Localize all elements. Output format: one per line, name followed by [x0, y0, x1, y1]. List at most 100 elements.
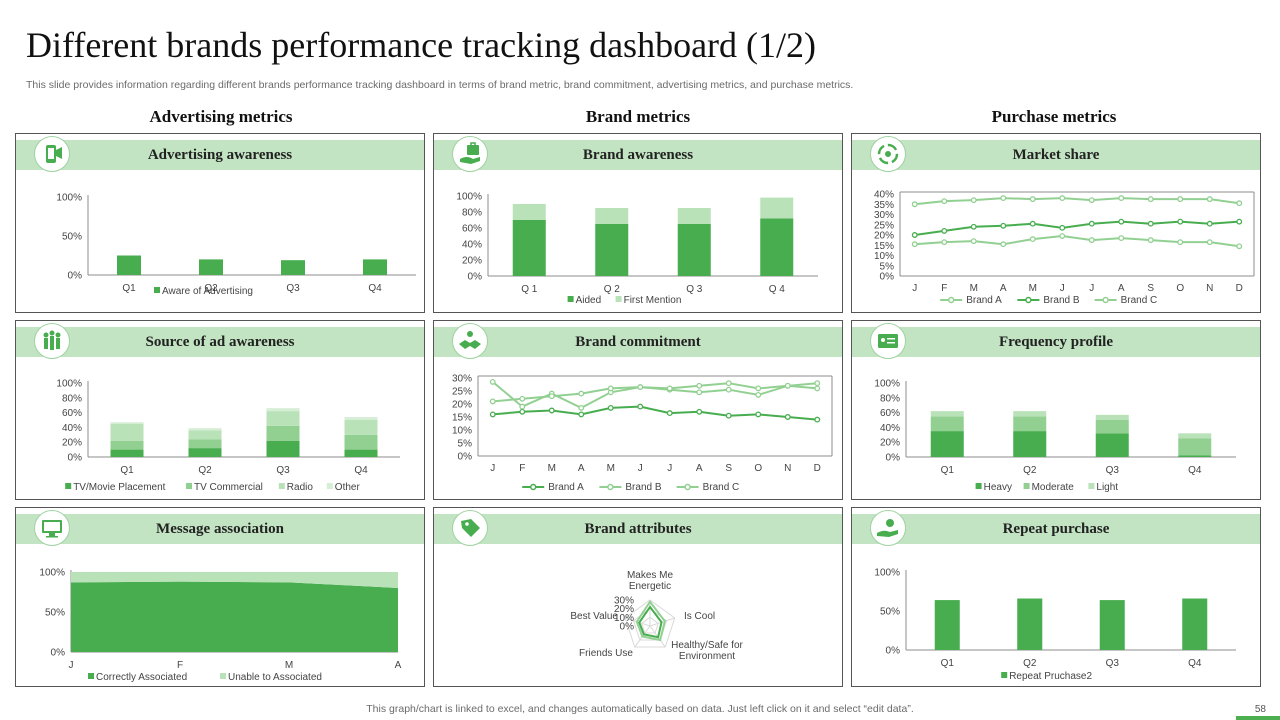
radar-axis-label: Makes Me Energetic — [627, 570, 674, 592]
legend-swatch — [1001, 672, 1008, 678]
bar-tv-movie-placement — [188, 448, 222, 457]
y-tick-label: 10% — [452, 426, 472, 437]
data-point — [1147, 237, 1154, 244]
bar-moderate — [1095, 420, 1129, 434]
price-tag-icon — [452, 510, 488, 546]
handshake-icon — [452, 323, 488, 359]
data-point — [814, 416, 821, 423]
data-point — [1118, 218, 1125, 225]
data-point — [911, 232, 918, 238]
bar-other — [110, 422, 144, 424]
x-tick-label: M — [285, 660, 293, 671]
bar-aided — [595, 224, 629, 276]
data-point — [519, 408, 526, 415]
bar-moderate — [930, 416, 964, 432]
y-tick-label: 20% — [880, 438, 900, 449]
chart-repeat-purchase[interactable]: 0% 50% 100% Q1 Q2 Q3 Q4 Repeat Pruchase2 — [852, 548, 1260, 686]
y-tick-label: 0% — [51, 648, 66, 659]
x-tick-label: A — [578, 463, 585, 474]
x-tick-label: J — [667, 463, 672, 474]
chart-brand-awareness[interactable]: 0% 20% 40% 60% 80% 100% Q 1 Q 2 Q 3 Q 4 Aided First… — [434, 174, 842, 312]
page-number: 58 — [1254, 704, 1266, 715]
chart-advertising-awareness[interactable]: 0% 50% 100% Q1 Q2 Q3 Q4 Aware of Advertising — [16, 174, 424, 312]
chart-source-of-ad-awareness[interactable]: 0% 20% 40% 60% 80% 100% Q1 Q2 Q3 Q4 TV/Movie Place… — [16, 361, 424, 499]
bar-aware-of-advertising — [363, 259, 387, 275]
x-tick-label: Q4 — [1188, 658, 1202, 669]
bar-aware-of-advertising — [199, 259, 223, 275]
x-tick-label: Q 3 — [686, 284, 703, 295]
y-tick-label: 0% — [458, 452, 473, 463]
bar-tv-movie-placement — [110, 449, 144, 457]
bar-heavy — [1095, 433, 1129, 457]
legend-label: TV Commercial — [194, 482, 263, 493]
x-tick-label: O — [1176, 283, 1184, 294]
bar-heavy — [1013, 431, 1047, 457]
chart-svg: 0% 50% 100% Q1 Q2 Q3 Q4 Repeat Pruchase2 — [874, 568, 1236, 682]
series-line-brand-c — [914, 235, 1240, 248]
panel-header-band — [434, 140, 842, 170]
r-tick-label: 20% — [614, 604, 634, 615]
bar-repeat-pruchase2 — [1017, 598, 1043, 650]
data-point — [725, 386, 732, 393]
x-tick-label: F — [519, 463, 525, 474]
y-tick-label: 20% — [462, 256, 482, 267]
people-group-icon — [34, 323, 70, 359]
legend-marker — [1025, 296, 1032, 304]
data-point — [489, 398, 496, 405]
bar-first-mention — [512, 204, 546, 220]
radar-grid-ring — [641, 616, 659, 634]
bar-aided — [760, 218, 794, 276]
bar-radio — [110, 423, 144, 441]
bar-tv-commercial — [344, 434, 378, 450]
y-tick-label: 50% — [62, 232, 82, 243]
y-tick-label: 10% — [874, 251, 894, 262]
data-point — [911, 241, 918, 248]
data-point — [1118, 195, 1125, 202]
data-point — [1029, 236, 1036, 243]
data-point — [1206, 220, 1213, 227]
legend-label: Unable to Associated — [228, 672, 322, 683]
data-point — [1206, 196, 1213, 203]
y-tick-label: 60% — [462, 224, 482, 235]
x-tick-label: F — [941, 283, 947, 294]
x-tick-label: S — [1147, 283, 1154, 294]
cycle-arrows-icon — [870, 136, 906, 172]
y-tick-label: 0% — [68, 453, 83, 464]
chart-brand-attributes[interactable]: 0% 10% 20% 30% Makes Me Energetic Is Cool Healt… — [434, 548, 842, 686]
x-tick-label: Q4 — [368, 283, 382, 294]
chart-message-association[interactable]: 0% 50% 100% J F M A Correctly Associated Unable … — [16, 548, 424, 686]
x-tick-label: J — [69, 660, 74, 671]
legend-label: Brand C — [703, 482, 740, 493]
y-tick-label: 30% — [874, 210, 894, 221]
data-point — [548, 393, 555, 400]
data-point — [607, 385, 614, 392]
bar-aided — [512, 220, 546, 276]
y-tick-label: 80% — [62, 393, 82, 404]
data-point — [1000, 195, 1007, 202]
y-tick-label: 40% — [62, 423, 82, 434]
x-tick-label: J — [912, 283, 917, 294]
legend-swatch — [65, 483, 72, 489]
data-point — [970, 238, 977, 245]
y-tick-label: 30% — [452, 374, 472, 385]
panel-brand-attributes: Brand attributes 0% 10% 20% 30% Makes Me Ener… — [433, 507, 843, 687]
data-point — [970, 197, 977, 204]
data-point — [1147, 220, 1154, 227]
data-point — [1236, 218, 1243, 225]
chart-market-share[interactable]: 0% 5% 10% 15% 20% 25% 30% 35% 40% J F M A M J J A S O N D Bra… — [852, 174, 1260, 312]
area-correctly-associated — [71, 581, 398, 652]
y-tick-label: 100% — [874, 568, 900, 579]
data-point — [489, 378, 496, 385]
bar-heavy — [1178, 455, 1212, 457]
x-tick-label: Q2 — [1023, 465, 1037, 476]
panel-brand-awareness: Brand awareness 0% 20% 40% 60% 80% 100% Q 1 Q 2… — [433, 133, 843, 313]
legend-label: Moderate — [1032, 482, 1075, 493]
data-point — [578, 404, 585, 411]
data-point — [607, 404, 614, 411]
chart-frequency-profile[interactable]: 0% 20% 40% 60% 80% 100% Q1 Q2 Q3 Q4 Heavy Moderate L… — [852, 361, 1260, 499]
chart-svg: 0%10%20%30% Makes Me Energetic Is Cool Healt… — [570, 570, 743, 662]
page-accent-bar — [1236, 716, 1280, 720]
y-tick-label: 25% — [874, 220, 894, 231]
chart-brand-commitment[interactable]: 0% 5% 10% 15% 20% 25% 30% J F M A M J J A S O N D Brand A Br… — [434, 361, 842, 499]
bar-radio — [344, 420, 378, 435]
